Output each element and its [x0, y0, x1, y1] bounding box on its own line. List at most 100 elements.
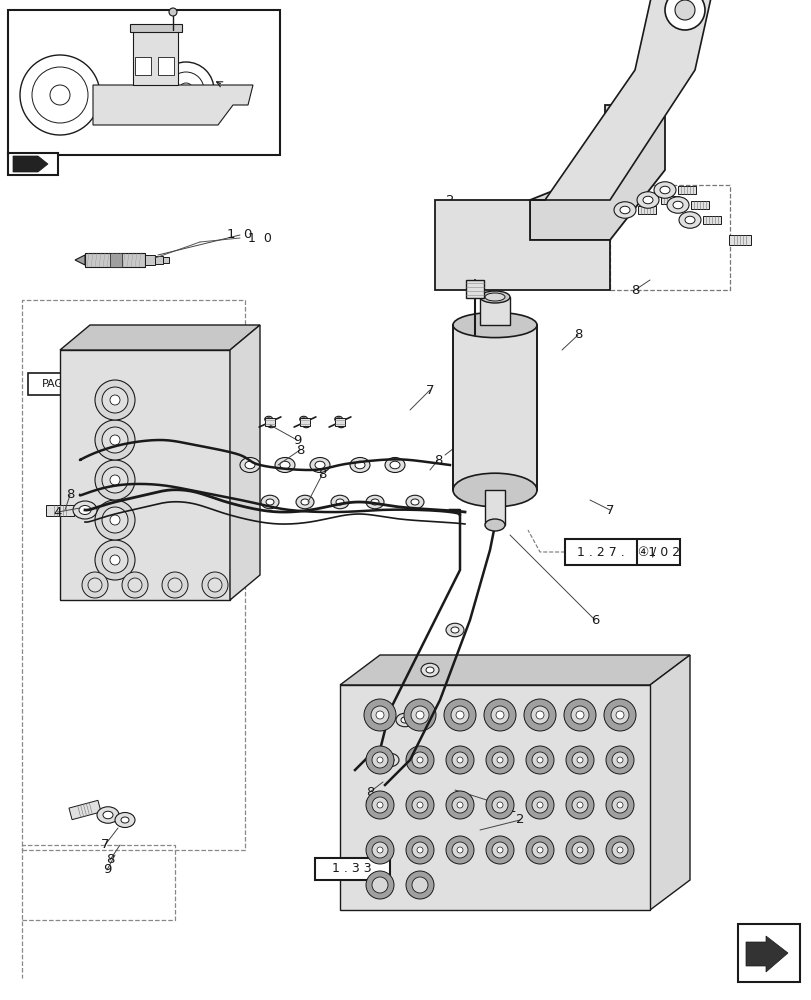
Ellipse shape — [275, 458, 294, 473]
Ellipse shape — [299, 416, 307, 422]
Circle shape — [202, 572, 228, 598]
Ellipse shape — [121, 817, 129, 823]
Circle shape — [168, 72, 204, 108]
Polygon shape — [649, 655, 689, 910]
Circle shape — [376, 757, 383, 763]
Circle shape — [82, 572, 108, 598]
Circle shape — [450, 706, 469, 724]
Circle shape — [371, 752, 388, 768]
Circle shape — [411, 752, 427, 768]
Circle shape — [109, 395, 120, 405]
Circle shape — [565, 746, 594, 774]
Ellipse shape — [97, 807, 119, 823]
Ellipse shape — [620, 206, 629, 214]
Circle shape — [109, 555, 120, 565]
Circle shape — [406, 836, 433, 864]
Bar — [315, 858, 389, 880]
Polygon shape — [133, 30, 178, 85]
Text: ④1: ④1 — [637, 546, 656, 558]
Circle shape — [363, 699, 396, 731]
Ellipse shape — [334, 416, 342, 422]
Ellipse shape — [366, 495, 384, 509]
Ellipse shape — [672, 201, 682, 209]
Text: 1: 1 — [507, 801, 516, 814]
Circle shape — [102, 507, 128, 533]
Circle shape — [95, 500, 135, 540]
Ellipse shape — [484, 293, 504, 301]
Circle shape — [674, 0, 694, 20]
Text: 8: 8 — [66, 488, 74, 502]
Circle shape — [456, 711, 463, 719]
Ellipse shape — [302, 422, 310, 428]
Ellipse shape — [115, 812, 135, 827]
Circle shape — [406, 791, 433, 819]
Circle shape — [526, 746, 553, 774]
Text: 8: 8 — [317, 468, 326, 482]
Bar — [264, 418, 275, 426]
Circle shape — [376, 847, 383, 853]
Circle shape — [491, 752, 508, 768]
Bar — [158, 57, 174, 75]
Bar — [155, 256, 163, 264]
Circle shape — [452, 752, 467, 768]
Ellipse shape — [269, 423, 273, 426]
Polygon shape — [677, 186, 695, 194]
Circle shape — [570, 706, 588, 724]
Circle shape — [486, 746, 513, 774]
Circle shape — [496, 847, 502, 853]
Ellipse shape — [642, 196, 652, 204]
Circle shape — [208, 578, 221, 592]
Circle shape — [366, 791, 393, 819]
Circle shape — [452, 797, 467, 813]
Circle shape — [605, 791, 633, 819]
Circle shape — [376, 802, 383, 808]
Circle shape — [526, 791, 553, 819]
Polygon shape — [435, 200, 609, 290]
Ellipse shape — [240, 458, 260, 473]
Circle shape — [411, 877, 427, 893]
Bar — [737, 924, 799, 982]
Circle shape — [575, 711, 583, 719]
Bar — [340, 685, 649, 910]
Ellipse shape — [267, 422, 275, 428]
Circle shape — [95, 540, 135, 580]
Circle shape — [605, 746, 633, 774]
Circle shape — [610, 706, 629, 724]
Bar — [85, 253, 145, 267]
Polygon shape — [340, 655, 689, 685]
Ellipse shape — [264, 416, 272, 422]
Bar — [130, 24, 182, 32]
Circle shape — [371, 877, 388, 893]
Circle shape — [523, 699, 556, 731]
Ellipse shape — [302, 418, 306, 421]
Polygon shape — [728, 235, 750, 245]
Bar — [109, 253, 122, 267]
Ellipse shape — [337, 422, 345, 428]
Circle shape — [410, 706, 428, 724]
Circle shape — [571, 842, 587, 858]
Bar — [163, 257, 169, 263]
Circle shape — [371, 797, 388, 813]
Polygon shape — [93, 85, 253, 125]
Circle shape — [411, 797, 427, 813]
Text: 8: 8 — [105, 853, 114, 866]
Circle shape — [577, 847, 582, 853]
Ellipse shape — [296, 495, 314, 509]
Ellipse shape — [266, 499, 273, 505]
Text: 8: 8 — [295, 444, 304, 456]
Ellipse shape — [337, 418, 341, 421]
Ellipse shape — [339, 423, 343, 426]
Circle shape — [491, 842, 508, 858]
Circle shape — [611, 842, 627, 858]
Circle shape — [565, 836, 594, 864]
Circle shape — [536, 847, 543, 853]
Ellipse shape — [310, 458, 329, 473]
Circle shape — [483, 699, 515, 731]
Polygon shape — [702, 216, 720, 224]
Ellipse shape — [103, 811, 113, 819]
Ellipse shape — [266, 418, 270, 421]
Text: 9: 9 — [363, 798, 371, 811]
Circle shape — [417, 757, 423, 763]
Circle shape — [496, 757, 502, 763]
Text: 1 . 3 3: 1 . 3 3 — [332, 862, 371, 876]
